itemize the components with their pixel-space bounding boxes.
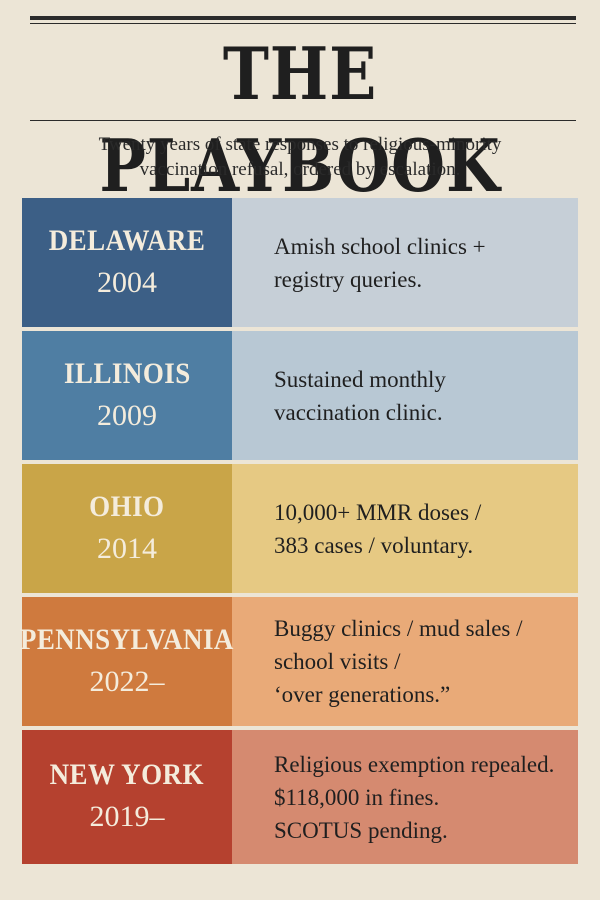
subtitle-line-1: Twenty years of state responses to relig… <box>98 134 502 155</box>
title-underline <box>30 120 576 121</box>
state-cell: ILLINOIS 2009 <box>22 331 232 460</box>
response-cell: Sustained monthly vaccination clinic. <box>232 331 578 460</box>
response-line: vaccination clinic. <box>274 399 443 425</box>
table-row-ohio: OHIO 2014 10,000+ MMR doses / 383 cases … <box>22 464 578 593</box>
state-year: 2004 <box>97 265 157 299</box>
response-line: SCOTUS pending. <box>274 817 448 843</box>
state-cell: DELAWARE 2004 <box>22 198 232 327</box>
subtitle: Twenty years of state responses to relig… <box>40 132 560 182</box>
table-row-delaware: DELAWARE 2004 Amish school clinics + reg… <box>22 198 578 327</box>
response-cell: Buggy clinics / mud sales / school visit… <box>232 597 578 726</box>
response-line: ‘over generations.” <box>274 682 451 707</box>
table-row-illinois: ILLINOIS 2009 Sustained monthly vaccinat… <box>22 331 578 460</box>
response-line: registry queries. <box>274 266 423 292</box>
state-name: OHIO <box>89 489 165 523</box>
state-name: NEW YORK <box>49 758 205 791</box>
state-cell: OHIO 2014 <box>22 464 232 593</box>
table-row-new-york: NEW YORK 2019– Religious exemption repea… <box>22 730 578 864</box>
state-year: 2019– <box>89 800 165 833</box>
response-cell: Religious exemption repealed. $118,000 i… <box>232 730 578 864</box>
state-name: DELAWARE <box>48 223 206 257</box>
state-name: PENNSYLVANIA <box>20 622 234 656</box>
state-cell: PENNSYLVANIA 2022– <box>20 597 234 726</box>
response-line: Buggy clinics / mud sales / <box>274 616 523 641</box>
top-rule-thin <box>30 23 576 24</box>
state-year: 2014 <box>97 531 157 565</box>
top-rule-thick <box>30 16 576 20</box>
response-line: Amish school clinics + <box>274 233 486 259</box>
response-cell: 10,000+ MMR doses / 383 cases / voluntar… <box>232 464 578 593</box>
page-title: THE PLAYBOOK <box>99 31 501 208</box>
state-year: 2022– <box>89 664 165 698</box>
subtitle-line-2: vaccination refusal, ordered by escalati… <box>139 159 461 180</box>
table-row-pennsylvania: PENNSYLVANIA 2022– Buggy clinics / mud s… <box>20 597 578 726</box>
state-cell: NEW YORK 2019– <box>22 730 232 864</box>
response-line: 10,000+ MMR doses / <box>274 499 482 525</box>
escalation-table: DELAWARE 2004 Amish school clinics + reg… <box>20 198 578 864</box>
response-line: Religious exemption repealed. <box>274 751 555 777</box>
state-name: ILLINOIS <box>63 356 191 390</box>
response-line: school visits / <box>274 649 401 674</box>
response-cell: Amish school clinics + registry queries. <box>232 198 578 327</box>
response-line: $118,000 in fines. <box>274 784 440 810</box>
response-line: Sustained monthly <box>274 366 446 392</box>
response-line: 383 cases / voluntary. <box>274 532 474 558</box>
state-year: 2009 <box>97 398 157 432</box>
